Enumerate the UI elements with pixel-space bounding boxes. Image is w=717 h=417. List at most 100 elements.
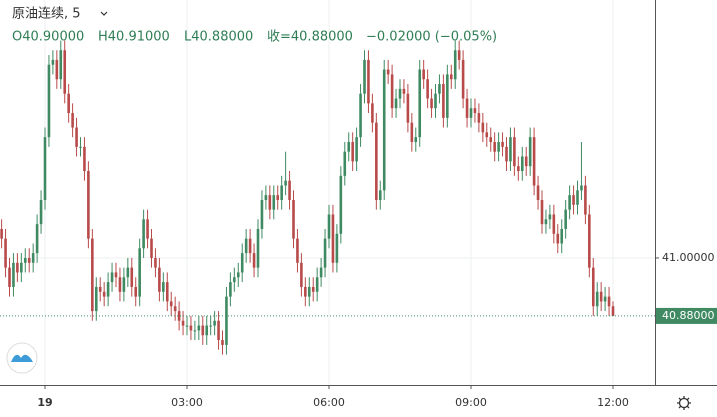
candle-body	[524, 156, 528, 167]
candle-body	[390, 74, 394, 109]
candle-body	[8, 267, 11, 287]
candle-body	[91, 238, 94, 312]
candle-body	[339, 175, 343, 234]
open-value: O40.90000	[12, 30, 84, 45]
candle-body	[335, 233, 339, 263]
candle-body	[87, 171, 90, 239]
candle-body	[501, 142, 504, 147]
candle-body	[106, 282, 110, 297]
candle-body	[256, 228, 260, 268]
y-tick-label: 41.00000	[662, 251, 715, 264]
logo[interactable]	[6, 342, 38, 374]
candle-body	[355, 137, 358, 162]
candle-body	[23, 257, 27, 263]
candle-body	[536, 185, 540, 200]
gear-teeth[interactable]	[677, 396, 691, 410]
x-tick-label: 12:00	[597, 396, 629, 409]
candle-body	[296, 238, 299, 263]
candle-body	[154, 257, 157, 268]
candle-body	[548, 214, 552, 220]
candle-body	[244, 238, 248, 254]
candle-body	[363, 59, 366, 94]
settings-icon[interactable]	[677, 396, 691, 410]
candle-body	[288, 180, 291, 200]
candle-body	[292, 199, 295, 239]
last-price-tag	[656, 307, 717, 324]
candle-body	[410, 122, 414, 143]
candle-body	[142, 219, 145, 249]
candle-body	[520, 156, 524, 172]
candle-body	[16, 262, 19, 273]
candle-body	[118, 277, 122, 292]
candle-body	[343, 151, 347, 176]
candle-body	[528, 137, 532, 167]
candle-body	[315, 277, 319, 292]
candle-body	[31, 253, 35, 263]
candle-body	[327, 214, 331, 239]
candle-body	[280, 185, 283, 200]
candle-body	[481, 122, 485, 133]
candle-body	[126, 267, 130, 278]
candle-body	[611, 306, 615, 316]
candle-body	[497, 142, 500, 152]
candle-body	[588, 214, 591, 268]
candle-body	[422, 69, 425, 80]
candle-body	[260, 199, 264, 229]
candle-body	[493, 142, 496, 152]
candle-body	[300, 262, 303, 287]
candle-body	[181, 320, 185, 326]
candle-body	[426, 79, 429, 99]
candle-body	[55, 59, 59, 80]
candle-body	[319, 267, 323, 278]
candle-body	[414, 137, 418, 143]
candle-body	[221, 340, 224, 345]
candle-body	[461, 59, 465, 99]
candle-body	[110, 272, 114, 283]
candle-body	[394, 98, 398, 109]
candle-body	[323, 238, 327, 268]
candle-body	[382, 69, 386, 191]
x-tick-label: 03:00	[171, 396, 203, 409]
candle-body	[213, 320, 216, 326]
candle-body	[236, 272, 240, 278]
candle-body	[94, 286, 98, 312]
candle-body	[71, 113, 74, 128]
last-price-label: 40.88000	[662, 309, 715, 322]
candle-body	[158, 267, 161, 292]
candle-body	[453, 50, 457, 80]
logo-mark[interactable]	[11, 354, 33, 362]
candle-body	[446, 74, 449, 118]
candle-body	[114, 272, 118, 278]
candle-body	[457, 50, 461, 60]
candle-body	[185, 325, 189, 327]
candle-body	[603, 296, 607, 302]
candle-body	[122, 277, 126, 292]
candle-body	[47, 64, 51, 138]
candle-body	[169, 301, 173, 307]
candle-body	[276, 195, 280, 200]
candle-body	[599, 291, 603, 302]
change-value: −0.02000 (−0.05%)	[366, 30, 497, 45]
candle-body	[371, 103, 374, 123]
candle-body	[75, 127, 78, 147]
candle-body	[264, 195, 268, 200]
candle-body	[217, 320, 220, 341]
candle-body	[205, 325, 209, 336]
candle-body	[477, 113, 481, 123]
candle-body	[556, 233, 560, 244]
interval-chevron[interactable]	[100, 11, 108, 16]
candle-body	[386, 69, 390, 75]
candle-body	[406, 93, 410, 123]
candle-body	[173, 306, 177, 312]
candle-body	[268, 195, 272, 210]
candle-body	[43, 137, 47, 200]
close-value: 收=40.88000	[267, 30, 353, 45]
candle-body	[284, 180, 287, 186]
candle-body	[304, 286, 307, 297]
candle-body	[252, 253, 256, 268]
symbol[interactable]: 原油连续, 5	[12, 6, 81, 22]
candle-body	[442, 84, 445, 118]
candle-body	[209, 325, 212, 327]
candle-body	[465, 98, 469, 118]
